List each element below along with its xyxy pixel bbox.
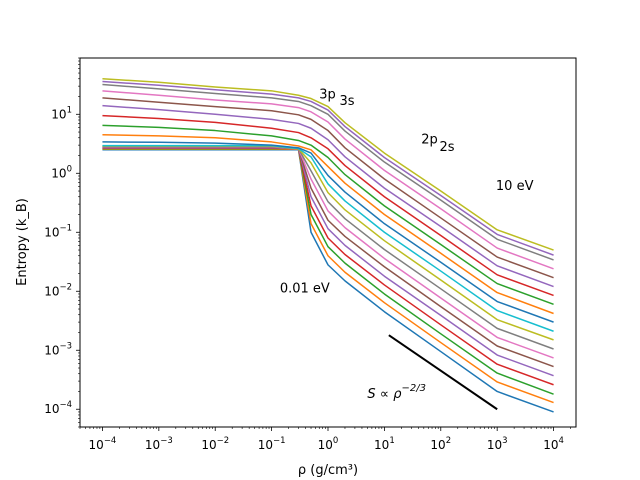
x-axis-label: ρ (g/cm³) <box>298 463 358 478</box>
y-tick-label: 100 <box>51 164 72 180</box>
series-line-12 <box>102 134 554 315</box>
series-line-8 <box>102 145 554 350</box>
slope-annotation: S ∝ ρ−2/3 <box>367 383 426 402</box>
plot-frame <box>79 57 577 428</box>
series-line-14 <box>102 114 554 297</box>
series-line-15 <box>102 104 554 288</box>
series-line-17 <box>102 90 554 270</box>
series-line-18 <box>102 83 554 261</box>
y-tick-label: 10−3 <box>44 341 72 357</box>
series-layer <box>102 78 554 413</box>
x-tick-label: 102 <box>430 436 451 452</box>
x-ticks: 10−4 10−3 10−2 10−1 100 101 102 103 104 <box>79 427 571 452</box>
annotation-label: 10 eV <box>496 179 534 194</box>
y-tick-label: 10−2 <box>44 282 72 298</box>
x-tick-label: 101 <box>374 436 395 452</box>
series-line-16 <box>102 97 554 279</box>
series-line-3 <box>102 148 554 395</box>
annotations: 3p 3s 2p 2s 10 eV 0.01 eV S ∝ ρ−2/3 <box>280 88 534 402</box>
annotation-label: 2s <box>440 140 455 155</box>
annotation-label: 3s <box>340 94 355 109</box>
series-line-6 <box>102 146 554 368</box>
annotation-label: 2p <box>421 132 438 147</box>
x-tick-label: 103 <box>487 436 508 452</box>
x-tick-label: 100 <box>318 436 339 452</box>
x-tick-label: 104 <box>543 436 564 452</box>
y-axis-label: Entropy (k_B) <box>15 198 30 286</box>
y-ticks: 10−4 10−3 10−2 10−1 100 101 <box>44 57 80 428</box>
y-tick-label: 10−1 <box>44 223 72 239</box>
reference-layer <box>388 334 498 411</box>
y-tick-label: 101 <box>51 105 72 121</box>
series-line-13 <box>102 124 554 306</box>
x-tick-label: 10−4 <box>89 436 117 452</box>
series-line-11 <box>102 141 554 323</box>
series-line-7 <box>102 146 554 359</box>
annotation-label: 0.01 eV <box>280 282 330 297</box>
series-line-5 <box>102 147 554 377</box>
x-tick-label: 10−3 <box>145 436 173 452</box>
series-line-19 <box>102 80 554 256</box>
slope-reference-line <box>388 334 498 411</box>
x-tick-label: 10−2 <box>201 436 229 452</box>
x-tick-label: 10−1 <box>258 436 286 452</box>
series-line-10 <box>102 144 554 332</box>
series-line-20 <box>102 78 554 251</box>
annotation-label: 3p <box>319 88 336 103</box>
y-tick-label: 10−4 <box>44 400 72 416</box>
